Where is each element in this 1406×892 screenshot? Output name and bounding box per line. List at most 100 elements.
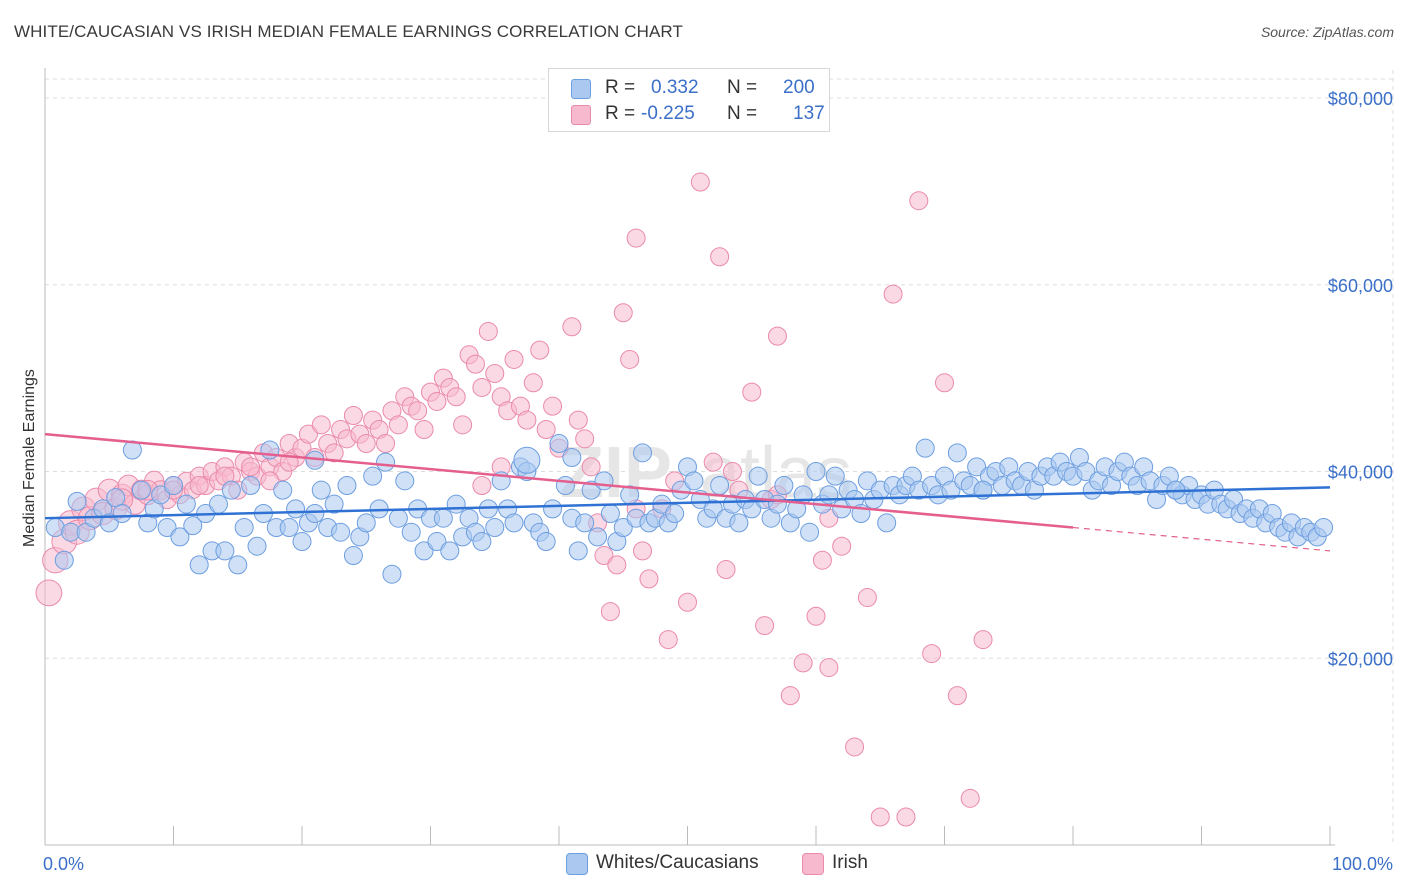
correlation-legend: R = 0.332 N = 200 R = -0.225 N = 137 [548, 68, 830, 132]
irish-trend-line [44, 432, 1074, 529]
irish-point [812, 550, 832, 570]
irish-point [960, 788, 980, 808]
irish-point [241, 457, 261, 477]
whites-point [819, 485, 839, 505]
whites-point [941, 480, 961, 500]
whites-point [684, 471, 704, 491]
whites-point [915, 438, 935, 458]
whites-point [440, 541, 460, 561]
axes [44, 68, 1335, 846]
irish-point [575, 429, 595, 449]
whites-point [774, 476, 794, 496]
irish-point [453, 415, 473, 435]
whites-trend-line [44, 486, 1331, 520]
whites-point [112, 504, 132, 524]
irish-point [633, 541, 653, 561]
irish-point [530, 340, 550, 360]
irish-point [536, 419, 556, 439]
whites-point [562, 447, 582, 467]
legend-r-label: R = [605, 103, 636, 124]
whites-point [67, 491, 87, 511]
irish-point [356, 433, 376, 453]
bottom-legend-label: Whites/Caucasians [596, 852, 759, 873]
whites-point [485, 518, 505, 538]
irish-point [620, 349, 640, 369]
irish-point [883, 284, 903, 304]
whites-point [1314, 518, 1334, 538]
whites-point [234, 518, 254, 538]
x-tick-label: 100.0% [1332, 854, 1393, 874]
whites-point [767, 494, 787, 514]
whites-point [363, 466, 383, 486]
irish-point [973, 630, 993, 650]
whites-point [665, 504, 685, 524]
whites-point [99, 513, 119, 533]
legend-r-value: -0.225 [641, 103, 695, 124]
whites-point [273, 480, 293, 500]
whites-point [106, 488, 126, 508]
whites-point [543, 499, 563, 519]
whites-point [151, 485, 171, 505]
irish-point [485, 363, 505, 383]
whites-point [189, 555, 209, 575]
chart-title: WHITE/CAUCASIAN VS IRISH MEDIAN FEMALE E… [14, 22, 683, 41]
whites-point [594, 471, 614, 491]
whites-point [131, 480, 151, 500]
irish-point [832, 536, 852, 556]
whites-point [504, 513, 524, 533]
whites-point [748, 466, 768, 486]
whites-point [54, 550, 74, 570]
whites-point [170, 527, 190, 547]
whites-point [208, 494, 228, 514]
irish-point [427, 391, 447, 411]
irish-point [408, 401, 428, 421]
irish-point [845, 737, 865, 757]
irish-point [594, 546, 614, 566]
irish-point [35, 579, 63, 607]
whites-point [600, 504, 620, 524]
whites-point [183, 516, 203, 536]
bottom-legend-swatch-blue [566, 853, 588, 875]
whites-points [45, 433, 1334, 584]
whites-point [164, 476, 183, 496]
irish-point [716, 560, 736, 580]
whites-point [221, 480, 241, 500]
irish-point [690, 172, 710, 192]
y-tick-label: $60,000 [1328, 276, 1393, 296]
whites-point [337, 476, 357, 496]
whites-point [356, 513, 376, 533]
irish-point [517, 410, 537, 430]
x-tick-label: 0.0% [43, 854, 84, 874]
whites-point [581, 480, 601, 500]
whites-point [729, 513, 749, 533]
irish-point [767, 326, 787, 346]
bottom-legend-label: Irish [832, 852, 868, 873]
legend-n-label: N = [727, 77, 758, 98]
whites-point [742, 499, 762, 519]
irish-point [376, 433, 396, 453]
legend-n-label: N = [727, 103, 758, 124]
irish-point [523, 373, 543, 393]
whites-point [331, 522, 351, 542]
whites-point [536, 532, 556, 552]
legend-n-value: 200 [783, 77, 815, 98]
irish-point [298, 424, 318, 444]
whites-point [800, 522, 820, 542]
irish-point [793, 653, 813, 673]
irish-point [504, 349, 524, 369]
whites-point [825, 466, 845, 486]
irish-point [780, 686, 800, 706]
irish-point [935, 373, 954, 393]
whites-point [613, 518, 633, 538]
y-axis-label: Median Female Earnings [21, 369, 38, 547]
whites-point [305, 504, 325, 524]
irish-point [414, 419, 434, 439]
legend-n-value: 137 [793, 103, 825, 124]
irish-point [658, 630, 678, 650]
irish-point [703, 452, 723, 472]
whites-point [1076, 462, 1096, 481]
trend-lines [44, 432, 1331, 552]
legend-swatch-pink [571, 105, 591, 125]
legend-r-label: R = [605, 77, 636, 98]
